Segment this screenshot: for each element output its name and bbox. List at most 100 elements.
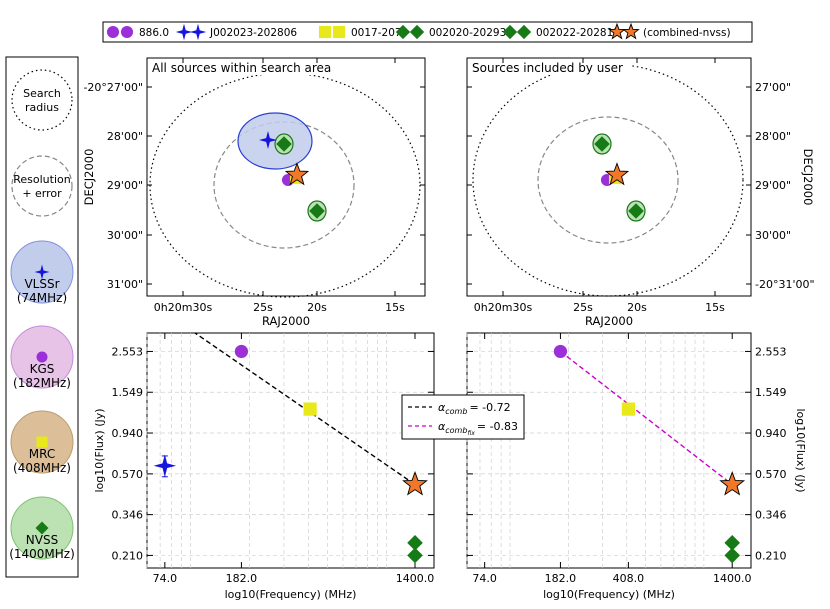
sed-all-point-4 xyxy=(407,547,423,564)
sed-all-ytick-label-1: 0.346 xyxy=(112,509,144,522)
sed-all-xtick-label-0: 74.0 xyxy=(153,572,178,585)
sky-included-combined-source xyxy=(604,162,630,186)
sed-included-point-3 xyxy=(724,547,741,564)
sky-included-dec-label-1: 28'00" xyxy=(755,130,791,143)
sed-included-ytick-label-1: 0.346 xyxy=(755,509,787,522)
legend-marker-a-0 xyxy=(106,25,120,39)
search-label-line2: radius xyxy=(25,101,59,114)
sed-all-xtick-label-1: 182.0 xyxy=(226,572,258,585)
legend-marker-b-3 xyxy=(409,24,425,40)
sed-all-point-0 xyxy=(234,344,249,359)
sky-all-dec-label-2: 29'00" xyxy=(107,179,143,192)
legend-marker-b-4 xyxy=(516,24,532,40)
sky-panel-included: Sources included by user 0h20m30s 25s 20s 1… xyxy=(466,57,815,328)
sed-included-ytick-label-4: 1.549 xyxy=(755,386,787,399)
sky-panel-included-title: Sources included by user xyxy=(472,61,623,75)
catalog-name-nvss: NVSS xyxy=(26,533,58,547)
sed-all-point-5 xyxy=(402,471,428,496)
catalog-name-vlssr: VLSSr xyxy=(24,277,59,291)
sed-included-ytick-label-3: 0.940 xyxy=(755,427,787,440)
side-key-frame xyxy=(5,56,79,578)
legend-marker-a-3 xyxy=(395,24,411,40)
sky-all-xlabel: RAJ2000 xyxy=(262,314,310,328)
sed-included-frame xyxy=(466,332,752,569)
legend-marker-b-5 xyxy=(622,22,640,40)
sky-all-dec-label-1: 28'00" xyxy=(107,130,143,143)
legend-label-4: 002022-202811 xyxy=(536,27,620,39)
alpha-fix-symbol: α xyxy=(438,420,446,433)
legend-label-2: 0017-207 xyxy=(351,27,402,39)
alpha-comb-sub: comb xyxy=(445,407,467,416)
sky-all-ra-label-0: 0h20m30s xyxy=(154,301,213,314)
sky-included-ra-label-1: 25s xyxy=(573,301,593,314)
sed-panel-included: 74.0 182.0 408.0 1400.00.210 0.346 0.570 0.940… xyxy=(466,332,807,601)
sky-included-dec-label-3: 30'00" xyxy=(755,229,791,242)
legend-marker-b-2 xyxy=(332,25,346,39)
sed-included-point-2 xyxy=(724,535,741,551)
sed-included-fit-line xyxy=(560,350,733,486)
legend-marker-b-1 xyxy=(189,23,207,41)
catalog-marker-kgs xyxy=(36,351,48,363)
sed-all-ytick-label-2: 0.570 xyxy=(112,468,144,481)
sky-included-dec-label-0: 27'00" xyxy=(755,81,791,94)
sky-all-nvss-source-a xyxy=(276,136,292,152)
sed-all-ytick-label-3: 0.940 xyxy=(112,427,144,440)
sed-all-ytick-label-4: 1.549 xyxy=(112,386,144,399)
catalog-freq-kgs: (182MHz) xyxy=(13,376,71,390)
catalog-freq-vlssr: (74MHz) xyxy=(17,291,67,305)
sed-included-ytick-label-0: 0.210 xyxy=(755,549,787,562)
catalog-marker-vlssr xyxy=(34,264,50,280)
sed-all-fit-line xyxy=(193,333,416,486)
sed-included-ytick-label-2: 0.570 xyxy=(755,468,787,481)
sky-included-ra-label-3: 15s xyxy=(705,301,725,314)
sky-panel-all-title: All sources within search area xyxy=(152,61,331,75)
alpha-comb-symbol: α xyxy=(438,401,446,414)
sed-all-ytick-label-0: 0.210 xyxy=(112,549,144,562)
sky-all-nvss-source-b xyxy=(309,203,325,219)
sky-included-xlabel: RAJ2000 xyxy=(585,314,633,328)
sky-all-ra-label-1: 25s xyxy=(253,301,273,314)
legend-marker-a-4 xyxy=(502,24,518,40)
legend-marker-b-0 xyxy=(120,25,134,39)
sky-all-combined-source xyxy=(284,162,310,186)
sed-included-grid xyxy=(466,333,751,568)
catalog-name-kgs: KGS xyxy=(30,362,55,376)
sed-all-ytick-label-5: 2.553 xyxy=(112,345,144,358)
alpha-legend-label-fix: αcombfix= -0.83 xyxy=(438,420,518,437)
catalog-freq-nvss: (1400MHz) xyxy=(9,547,75,561)
alpha-legend-label-comb: αcomb = -0.72 xyxy=(438,401,511,416)
sed-all-xlabel: log10(Frequency) (MHz) xyxy=(225,588,357,601)
sky-included-dec-label-4: -20°31'00" xyxy=(755,278,815,291)
sky-all-ylabel: DECJ2000 xyxy=(82,149,96,206)
alpha-fix-value: = -0.83 xyxy=(477,420,518,433)
sky-included-ylabel: DECJ2000 xyxy=(801,149,815,206)
catalog-marker-mrc xyxy=(36,436,48,448)
sed-included-point-0 xyxy=(553,344,568,359)
sed-all-point-3 xyxy=(407,535,423,551)
sed-included-ylabel: log10(Flux) (Jy) xyxy=(794,408,807,492)
search-radius-circle-right xyxy=(472,63,744,297)
catalog-name-mrc: MRC xyxy=(29,447,55,461)
resolution-label-line1: Resolution xyxy=(13,173,71,186)
sky-all-ra-label-3: 15s xyxy=(385,301,405,314)
resolution-label-line2: + error xyxy=(22,187,62,200)
sed-all-xtick-label-2: 1400.0 xyxy=(396,572,435,585)
legend-label-0: 886.0 xyxy=(139,27,169,39)
alpha-legend: αcomb = -0.72 αcombfix= -0.83 xyxy=(401,394,525,440)
alpha-fix-sub2: fix xyxy=(467,430,475,437)
sky-included-nvss-source-b xyxy=(628,203,644,219)
catalog-marker-nvss xyxy=(35,521,49,535)
resolution-swatch xyxy=(11,155,73,217)
sed-included-xtick-label-3: 1400.0 xyxy=(713,572,752,585)
top-legend-frame xyxy=(102,21,753,43)
catalog-freq-mrc: (408MHz) xyxy=(13,461,71,475)
legend-label-3: 002020-202932 xyxy=(429,27,513,39)
legend-label-1: J002023-202806 xyxy=(209,27,297,39)
sed-all-frame xyxy=(146,332,435,569)
sky-all-dec-label-0: -20°27'00" xyxy=(83,81,143,94)
legend-label-5: (combined-nvss) xyxy=(643,27,731,39)
sed-included-xtick-label-2: 408.0 xyxy=(613,572,645,585)
sky-all-vlssr-source xyxy=(259,131,277,149)
sed-all-grid xyxy=(146,333,434,568)
